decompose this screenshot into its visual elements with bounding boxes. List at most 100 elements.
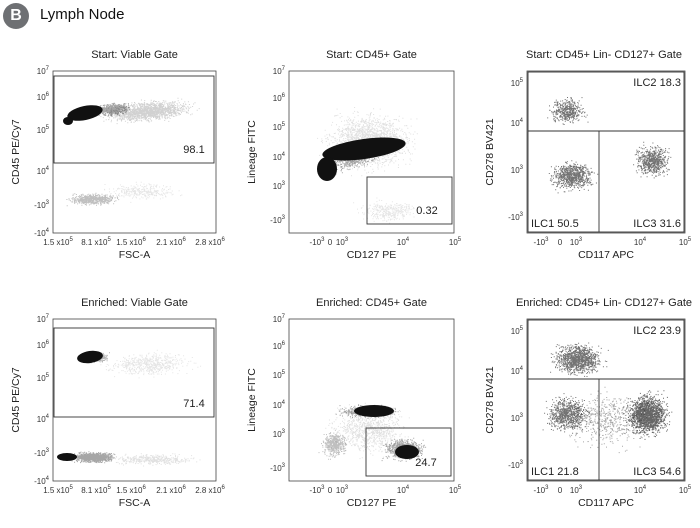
gate-ilc3: ILC3 54.6 [633, 466, 681, 478]
event-density [547, 97, 672, 194]
y-tick-label: 105 [37, 373, 50, 383]
y-tick-label: 105 [511, 78, 524, 88]
y-tick-label: 106 [37, 92, 50, 102]
quadrant-gate [527, 319, 685, 481]
x-tick-label: 1.5 x106 [116, 485, 146, 495]
plot-frame [526, 318, 686, 482]
x-axis-label: CD117 APC [578, 249, 634, 261]
y-tick-label: 103 [273, 429, 286, 439]
x-axis-label: FSC-A [119, 249, 151, 261]
x-tick-label: 2.1 x106 [156, 237, 186, 247]
plot-frame [52, 318, 217, 482]
plot-title: Enriched: Viable Gate [81, 297, 188, 309]
x-tick-label: 8.1 x105 [81, 485, 111, 495]
event-density [542, 342, 673, 454]
x-tick-label: -103 [310, 485, 326, 495]
gate-percent: 71.4 [183, 398, 204, 410]
quadrant-gate [527, 71, 685, 233]
x-tick-label: 0 [558, 486, 563, 495]
x-tick-label: -103 [534, 237, 550, 247]
plot-frame [52, 70, 217, 234]
y-tick-label: 107 [273, 314, 286, 324]
y-tick-label: 103 [511, 413, 524, 423]
x-tick-label: 2.8 x106 [195, 485, 225, 495]
x-tick-label: 0 [328, 486, 333, 495]
x-tick-label: 103 [570, 485, 583, 495]
x-tick-label: 2.1 x106 [156, 485, 186, 495]
flow-plot-ilc2: Enriched: CD45+ Lin- CD127+ Gate ILC2 23.… [484, 297, 692, 509]
y-tick-label: 104 [273, 400, 286, 410]
y-axis-label: CD278 BV421 [484, 118, 496, 185]
x-tick-label: 105 [679, 485, 692, 495]
x-tick-label: 104 [634, 237, 647, 247]
y-tick-label: 106 [273, 341, 286, 351]
flow-plot-ilc: Start: CD45+ Lin- CD127+ Gate ILC2 18.3 IL… [484, 49, 692, 261]
x-tick-label: 105 [679, 237, 692, 247]
x-tick-label: 1.5 x105 [43, 237, 73, 247]
y-tick-label: 105 [37, 125, 50, 135]
event-density [317, 107, 418, 224]
y-tick-label: 106 [37, 340, 50, 350]
y-tick-label: 103 [511, 165, 524, 175]
y-tick-label: -103 [270, 463, 286, 473]
gate-ilc1: ILC1 21.8 [531, 466, 579, 478]
plot-title: Enriched: CD45+ Lin- CD127+ Gate [516, 297, 692, 309]
y-axis-label: CD45 PE/Cy7 [10, 119, 22, 185]
plot-title: Start: CD45+ Gate [326, 49, 417, 61]
x-tick-label: 104 [397, 485, 410, 495]
y-tick-label: -104 [34, 476, 50, 486]
y-tick-label: -103 [34, 200, 50, 210]
x-tick-label: 0 [328, 238, 333, 247]
viable-gate [53, 75, 215, 164]
x-tick-label: 103 [336, 485, 349, 495]
x-tick-label: 103 [570, 237, 583, 247]
x-axis-label: CD127 PE [347, 497, 397, 509]
flow-plot-viable: Start: Viable Gate 98.1 107 106 105 104 -103 -1… [10, 49, 225, 261]
y-tick-label: 105 [273, 122, 286, 132]
y-axis-label: CD45 PE/Cy7 [10, 367, 22, 433]
x-tick-label: 103 [336, 237, 349, 247]
y-tick-label: 104 [37, 166, 50, 176]
gate-ilc1: ILC1 50.5 [531, 218, 579, 230]
cd127-gate [366, 176, 453, 225]
flow-plot-cd45b: Enriched: CD45+ Gate24.7107106105104103-… [246, 297, 462, 509]
x-tick-label: -103 [534, 485, 550, 495]
y-tick-label: 104 [273, 152, 286, 162]
gate-percent: 24.7 [415, 457, 436, 469]
panel-badge: B [3, 3, 29, 29]
x-tick-label: -103 [310, 237, 326, 247]
y-tick-label: 104 [37, 414, 50, 424]
y-axis-label: Lineage FITC [246, 120, 258, 184]
x-tick-label: 104 [634, 485, 647, 495]
y-axis-label: CD278 BV421 [484, 366, 496, 433]
y-tick-label: 106 [273, 93, 286, 103]
y-tick-label: 103 [273, 181, 286, 191]
event-density [57, 349, 202, 467]
x-tick-label: 105 [449, 485, 462, 495]
plot-title: Enriched: CD45+ Gate [316, 297, 427, 309]
gate-ilc2: ILC2 23.9 [633, 325, 681, 337]
x-axis-label: FSC-A [119, 497, 151, 509]
event-density [318, 402, 427, 462]
y-tick-label: -104 [34, 228, 50, 238]
gate-ilc2: ILC2 18.3 [633, 77, 681, 89]
x-tick-label: 105 [449, 237, 462, 247]
flow-plot-cd45: Start: CD45+ Gate 0.32 107 106 105 104 103 -103… [246, 49, 462, 261]
y-tick-label: 104 [511, 118, 524, 128]
gate-ilc3: ILC3 31.6 [633, 218, 681, 230]
x-tick-label: 104 [397, 237, 410, 247]
x-tick-label: 8.1 x105 [81, 237, 111, 247]
plot-title: Start: Viable Gate [91, 49, 178, 61]
gate-percent: 98.1 [183, 144, 204, 156]
y-tick-label: -103 [34, 448, 50, 458]
y-tick-label: 105 [511, 326, 524, 336]
y-tick-label: -103 [508, 460, 524, 470]
event-density [63, 97, 200, 207]
plot-frame [288, 318, 455, 482]
flow-plot-viable2: Enriched: Viable Gate 71.4 107 106 105 104 -10… [10, 297, 225, 509]
y-tick-label: 104 [511, 366, 524, 376]
x-axis-label: CD117 APC [578, 497, 634, 509]
x-tick-label: 2.8 x106 [195, 237, 225, 247]
gate-percent: 0.32 [416, 205, 437, 217]
y-tick-label: 107 [37, 314, 50, 324]
